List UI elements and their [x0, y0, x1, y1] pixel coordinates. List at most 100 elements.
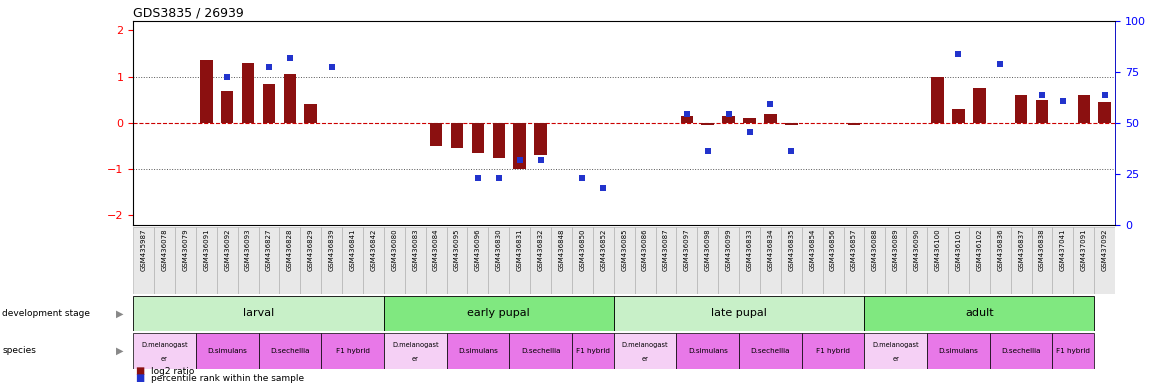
- Bar: [1073, 227, 1094, 294]
- Bar: [321, 227, 342, 294]
- Bar: [864, 296, 1094, 331]
- Text: GSM436090: GSM436090: [914, 228, 919, 271]
- Text: GSM436100: GSM436100: [935, 228, 940, 271]
- Text: ■: ■: [135, 366, 145, 376]
- Bar: [426, 227, 447, 294]
- Text: GSM436096: GSM436096: [475, 228, 481, 271]
- Bar: [969, 227, 990, 294]
- Bar: [384, 227, 405, 294]
- Bar: [489, 227, 510, 294]
- Bar: [760, 227, 780, 294]
- Text: GSM436831: GSM436831: [516, 228, 522, 271]
- Bar: [133, 296, 384, 331]
- Bar: [471, 123, 484, 153]
- Bar: [681, 116, 694, 123]
- Bar: [1014, 95, 1027, 123]
- Bar: [718, 227, 739, 294]
- Text: D.melanogast: D.melanogast: [141, 342, 188, 348]
- Text: GSM436838: GSM436838: [1039, 228, 1045, 271]
- Text: GSM436835: GSM436835: [789, 228, 794, 271]
- Bar: [572, 333, 614, 369]
- Bar: [676, 227, 697, 294]
- Text: GSM436093: GSM436093: [245, 228, 251, 271]
- Text: GSM436092: GSM436092: [225, 228, 230, 271]
- Bar: [990, 333, 1053, 369]
- Bar: [614, 296, 864, 331]
- Bar: [468, 227, 489, 294]
- Bar: [217, 227, 237, 294]
- Bar: [1011, 227, 1032, 294]
- Bar: [175, 227, 196, 294]
- Bar: [1035, 100, 1048, 123]
- Bar: [305, 104, 317, 123]
- Text: F1 hybrid: F1 hybrid: [816, 348, 850, 354]
- Text: D.melanogast: D.melanogast: [622, 342, 668, 348]
- Bar: [635, 227, 655, 294]
- Bar: [843, 227, 864, 294]
- Text: GSM436828: GSM436828: [287, 228, 293, 271]
- Text: species: species: [2, 346, 36, 356]
- Text: larval: larval: [243, 308, 274, 318]
- Text: GSM435987: GSM435987: [140, 228, 147, 271]
- Text: GSM436856: GSM436856: [830, 228, 836, 271]
- Text: D.simulans: D.simulans: [457, 348, 498, 354]
- Text: percentile rank within the sample: percentile rank within the sample: [151, 374, 303, 383]
- Text: D.sechellia: D.sechellia: [521, 348, 560, 354]
- Bar: [928, 333, 990, 369]
- Text: er: er: [893, 356, 900, 362]
- Text: F1 hybrid: F1 hybrid: [576, 348, 610, 354]
- Text: D.sechellia: D.sechellia: [1002, 348, 1041, 354]
- Text: D.simulans: D.simulans: [938, 348, 979, 354]
- Bar: [801, 333, 864, 369]
- Bar: [384, 333, 447, 369]
- Text: D.melanogast: D.melanogast: [391, 342, 439, 348]
- Text: adult: adult: [965, 308, 994, 318]
- Bar: [384, 296, 614, 331]
- Bar: [655, 227, 676, 294]
- Text: er: er: [412, 356, 419, 362]
- Text: GSM436848: GSM436848: [558, 228, 564, 271]
- Bar: [447, 333, 510, 369]
- Text: ▶: ▶: [116, 346, 123, 356]
- Bar: [801, 227, 822, 294]
- Text: GSM436078: GSM436078: [161, 228, 168, 271]
- Bar: [492, 123, 505, 157]
- Text: GSM436084: GSM436084: [433, 228, 439, 271]
- Text: GSM436089: GSM436089: [893, 228, 899, 271]
- Bar: [237, 227, 258, 294]
- Bar: [572, 227, 593, 294]
- Bar: [534, 123, 547, 155]
- Bar: [284, 74, 296, 123]
- Bar: [221, 91, 234, 123]
- Text: GSM436102: GSM436102: [976, 228, 982, 271]
- Text: D.sechellia: D.sechellia: [750, 348, 790, 354]
- Text: GSM436850: GSM436850: [579, 228, 586, 271]
- Text: GSM436852: GSM436852: [600, 228, 607, 271]
- Bar: [1094, 227, 1115, 294]
- Bar: [676, 333, 739, 369]
- Text: GSM436841: GSM436841: [350, 228, 356, 271]
- Bar: [723, 116, 735, 123]
- Bar: [405, 227, 426, 294]
- Bar: [739, 227, 760, 294]
- Bar: [510, 227, 530, 294]
- Text: GSM436085: GSM436085: [621, 228, 628, 271]
- Bar: [450, 123, 463, 148]
- Bar: [864, 227, 886, 294]
- Text: GSM436837: GSM436837: [1018, 228, 1024, 271]
- Bar: [952, 109, 965, 123]
- Bar: [822, 227, 843, 294]
- Bar: [362, 227, 384, 294]
- Bar: [342, 227, 362, 294]
- Text: F1 hybrid: F1 hybrid: [1056, 348, 1091, 354]
- Bar: [1053, 333, 1094, 369]
- Bar: [133, 333, 196, 369]
- Bar: [614, 227, 635, 294]
- Bar: [200, 60, 213, 123]
- Bar: [196, 333, 258, 369]
- Text: GSM436087: GSM436087: [662, 228, 669, 271]
- Text: GSM436083: GSM436083: [412, 228, 418, 271]
- Bar: [133, 227, 154, 294]
- Text: GSM436827: GSM436827: [266, 228, 272, 271]
- Bar: [430, 123, 442, 146]
